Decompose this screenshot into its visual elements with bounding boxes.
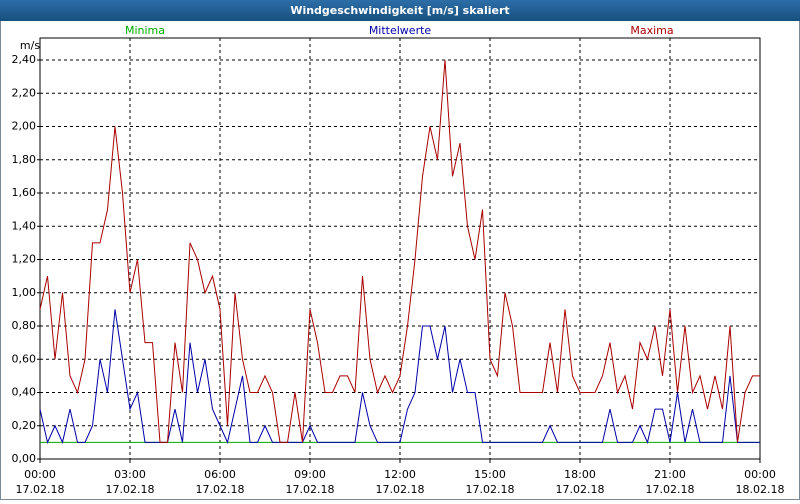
x-tick-label: 15:00 — [474, 468, 506, 481]
x-tick-label: 00:00 — [24, 468, 56, 481]
y-tick-label: 1,20 — [12, 253, 37, 266]
x-tick-date: 17.02.18 — [376, 483, 425, 496]
plot: 0,00 0,20 0,40 0,60 0,80 1,00 1,20 1,40 1,60 1,80… — [12, 37, 785, 496]
x-tick-date: 17.02.18 — [286, 483, 335, 496]
x-tick-label: 03:00 — [114, 468, 146, 481]
y-tick-label: 1,60 — [12, 186, 37, 199]
x-tick-date: 18.02.18 — [736, 483, 785, 496]
legend-label: Maxima — [630, 24, 673, 37]
chart-title: Windgeschwindigkeit [m/s] skaliert — [290, 4, 509, 17]
y-tick-label: 0,60 — [12, 352, 37, 365]
x-tick-label: 12:00 — [384, 468, 416, 481]
x-tick-date: 17.02.18 — [106, 483, 155, 496]
series-line — [39, 59, 760, 443]
y-tick-label: 2,00 — [12, 120, 37, 133]
x-tick-date: 17.02.18 — [646, 483, 695, 496]
y-tick-label: 0,80 — [12, 319, 37, 332]
x-tick-label: 00:00 — [744, 468, 776, 481]
x-tick-date: 17.02.18 — [556, 483, 605, 496]
title-bar — [0, 0, 800, 21]
y-tick-label: 1,40 — [12, 219, 37, 232]
y-axis-label: m/s — [20, 39, 40, 52]
x-tick-date: 17.02.18 — [466, 483, 515, 496]
y-tick-label: 0,00 — [12, 452, 37, 465]
y-tick-label: 0,40 — [12, 386, 37, 399]
x-tick-label: 21:00 — [654, 468, 686, 481]
y-tick-label: 1,00 — [12, 286, 37, 299]
legend-label: Mittelwerte — [369, 24, 432, 37]
x-tick-date: 17.02.18 — [196, 483, 245, 496]
x-tick-label: 06:00 — [204, 468, 236, 481]
y-tick-label: 1,80 — [12, 153, 37, 166]
y-tick-label: 2,20 — [12, 86, 37, 99]
x-tick-date: 17.02.18 — [16, 483, 65, 496]
x-tick-label: 18:00 — [564, 468, 596, 481]
y-tick-label: 0,20 — [12, 419, 37, 432]
y-tick-label: 2,40 — [12, 53, 37, 66]
legend-label: Minima — [125, 24, 165, 37]
x-tick-label: 09:00 — [294, 468, 326, 481]
